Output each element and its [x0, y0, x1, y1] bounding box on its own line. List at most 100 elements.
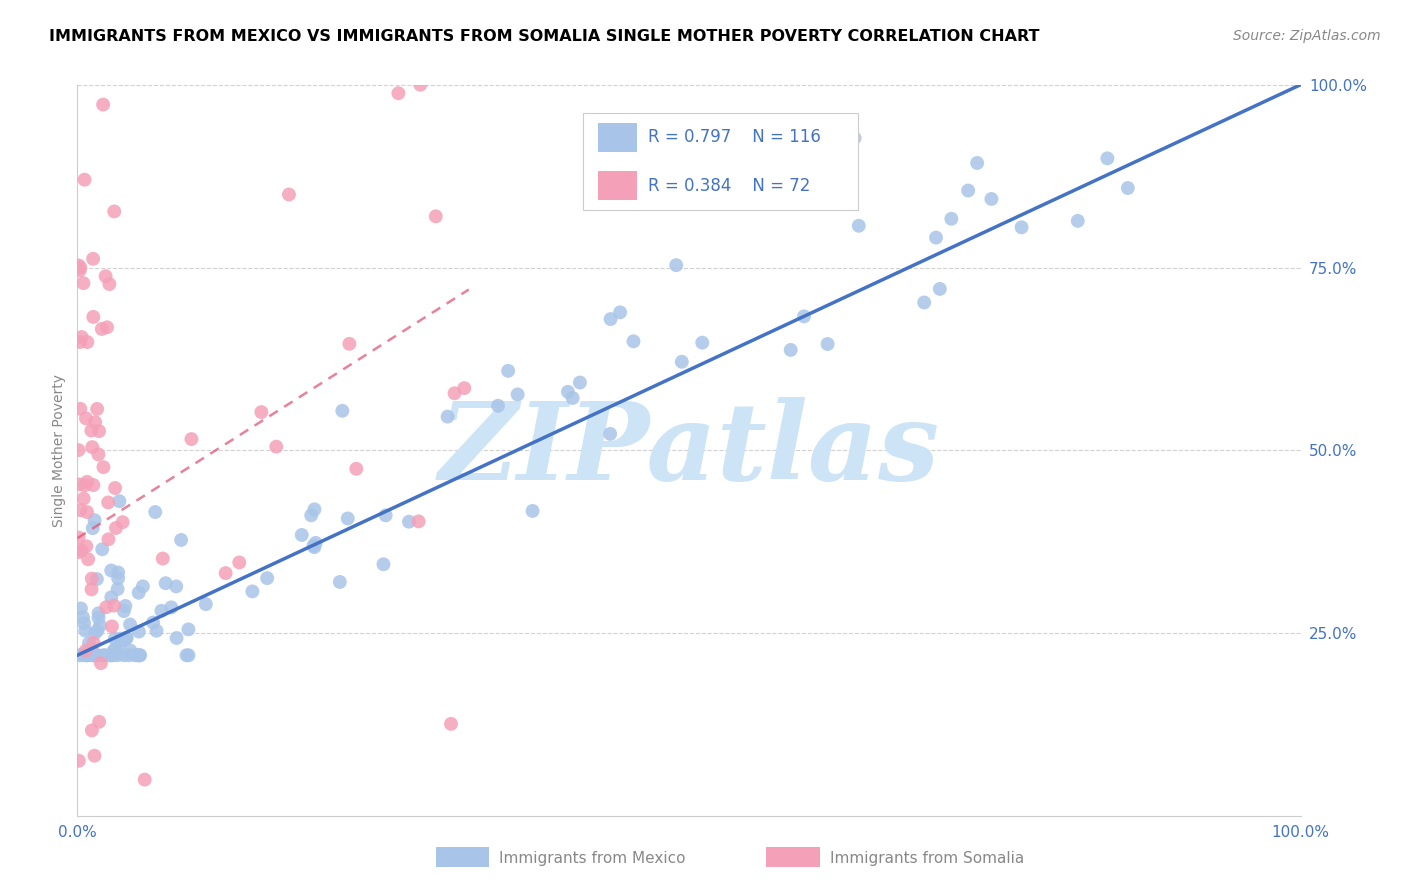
- Point: [108, 494, 131, 508]
- Point: [408, 515, 430, 529]
- Point: [84, 415, 107, 429]
- Point: [86, 401, 108, 416]
- Point: [1067, 214, 1090, 228]
- Point: [941, 211, 963, 226]
- Point: [194, 597, 217, 611]
- Point: [128, 648, 150, 663]
- Point: [373, 558, 395, 572]
- Text: R = 0.797    N = 116: R = 0.797 N = 116: [648, 128, 821, 146]
- Point: [506, 387, 529, 401]
- Point: [115, 631, 138, 645]
- Point: [180, 432, 202, 446]
- Point: [76, 475, 98, 489]
- Point: [75, 411, 97, 425]
- Point: [690, 335, 713, 350]
- Point: [242, 584, 264, 599]
- Point: [75, 644, 97, 658]
- Point: [557, 384, 579, 399]
- Point: [101, 648, 124, 663]
- Point: [925, 230, 948, 244]
- Point: [1116, 181, 1139, 195]
- Point: [87, 714, 110, 729]
- Point: [957, 184, 980, 198]
- Point: [75, 648, 97, 663]
- Point: [496, 364, 519, 378]
- Point: [443, 386, 465, 401]
- Point: [73, 478, 96, 492]
- Point: [912, 295, 935, 310]
- Point: [107, 582, 129, 596]
- Point: [90, 656, 112, 670]
- Point: [70, 543, 93, 558]
- Point: [817, 337, 839, 351]
- Point: [82, 648, 104, 663]
- Point: [104, 641, 127, 656]
- Point: [980, 192, 1002, 206]
- Point: [124, 648, 146, 663]
- Point: [793, 310, 815, 324]
- Point: [91, 648, 114, 663]
- Point: [337, 336, 360, 351]
- Point: [374, 508, 396, 523]
- Point: [97, 495, 120, 509]
- Point: [112, 604, 135, 618]
- Point: [100, 648, 122, 663]
- Point: [76, 648, 98, 663]
- Point: [100, 648, 122, 663]
- Point: [82, 648, 104, 663]
- Point: [104, 521, 127, 535]
- Point: [103, 644, 125, 658]
- Point: [94, 269, 117, 284]
- Point: [665, 258, 688, 272]
- Point: [1097, 152, 1119, 166]
- Point: [96, 320, 118, 334]
- Point: [87, 611, 110, 625]
- Point: [80, 572, 103, 586]
- Point: [966, 156, 988, 170]
- Point: [76, 334, 98, 349]
- Point: [96, 600, 118, 615]
- Point: [111, 515, 134, 529]
- Point: [522, 504, 544, 518]
- Point: [177, 623, 200, 637]
- Point: [67, 443, 90, 458]
- Point: [69, 401, 91, 416]
- Point: [103, 599, 125, 613]
- Point: [112, 648, 135, 663]
- Point: [67, 754, 90, 768]
- Point: [107, 571, 129, 585]
- Point: [177, 648, 200, 663]
- Point: [671, 355, 693, 369]
- Y-axis label: Single Mother Poverty: Single Mother Poverty: [52, 374, 66, 527]
- Point: [83, 748, 105, 763]
- Point: [97, 533, 120, 547]
- Point: [69, 263, 91, 277]
- Point: [176, 648, 198, 663]
- Point: [80, 424, 103, 438]
- Point: [160, 600, 183, 615]
- Point: [110, 635, 132, 649]
- Point: [75, 648, 97, 663]
- Point: [70, 601, 93, 615]
- Point: [91, 542, 114, 557]
- Point: [82, 252, 104, 266]
- Point: [120, 617, 142, 632]
- Point: [250, 405, 273, 419]
- Point: [110, 632, 132, 646]
- Point: [104, 632, 127, 646]
- Point: [486, 399, 509, 413]
- Point: [143, 505, 166, 519]
- Point: [87, 607, 110, 621]
- Point: [256, 571, 278, 585]
- Point: [73, 491, 96, 506]
- Point: [100, 564, 122, 578]
- Point: [93, 460, 115, 475]
- Point: [291, 528, 314, 542]
- Point: [844, 131, 866, 145]
- Point: [440, 717, 463, 731]
- Point: [72, 610, 94, 624]
- Point: [166, 631, 188, 645]
- Point: [155, 576, 177, 591]
- Point: [128, 624, 150, 639]
- Point: [1011, 220, 1033, 235]
